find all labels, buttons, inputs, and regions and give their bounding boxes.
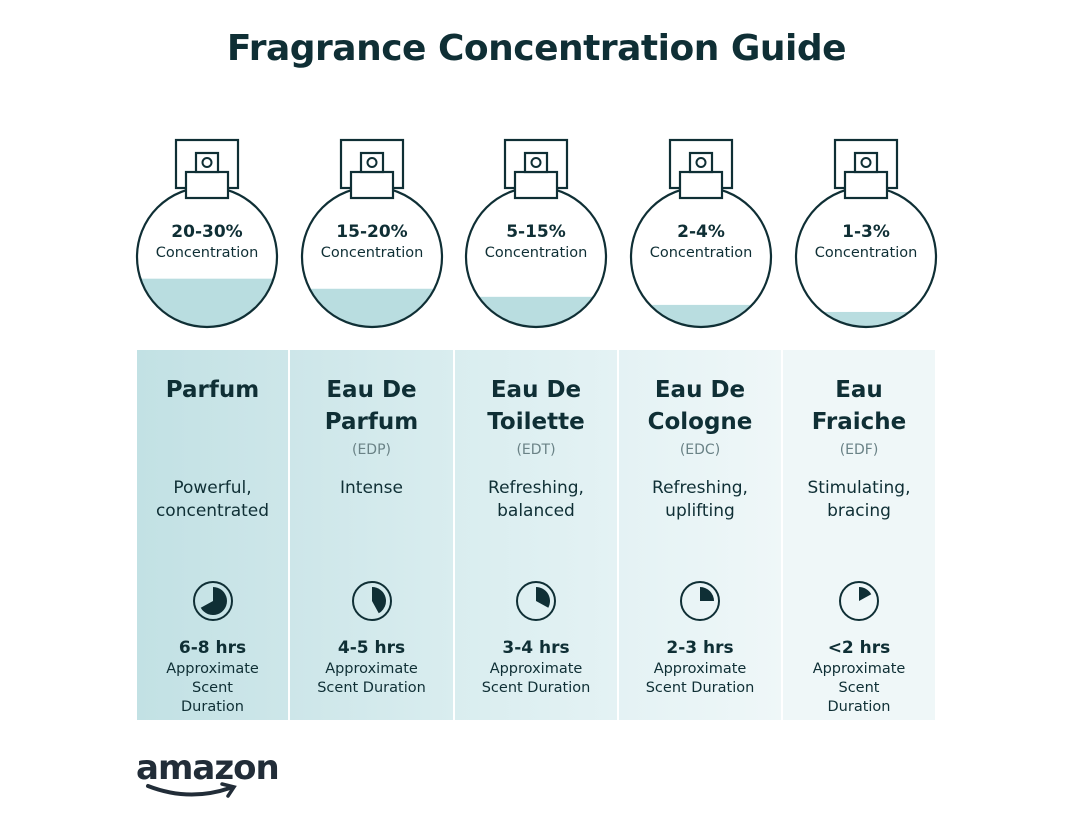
bottles-row — [135, 138, 938, 329]
clock-fill — [859, 587, 872, 601]
fragrance-column: Parfum Powerful, concentrated 6-8 hrs Ap… — [137, 350, 288, 720]
clock-icon — [351, 581, 392, 621]
fragrance-abbr: (EDP) — [352, 442, 391, 458]
fragrance-abbr: (EDC) — [679, 442, 721, 458]
fragrance-name: Eau De Cologne — [647, 377, 753, 435]
duration-value: 3-4 hrs — [502, 638, 570, 658]
concentration-value: 15-20% — [336, 222, 408, 242]
duration-label: Approximate Scent Duration — [317, 661, 426, 696]
fragrance-name: Eau De Parfum — [324, 377, 419, 435]
fragrance-description: Refreshing, uplifting — [652, 478, 748, 521]
concentration-label: Concentration — [484, 245, 588, 261]
fragrance-name: Parfum — [165, 377, 260, 403]
fragrance-description: Intense — [339, 478, 403, 498]
clock-icon — [839, 581, 879, 621]
concentration-label: Concentration — [320, 245, 424, 261]
perfume-bottle — [135, 138, 279, 329]
clock-fill — [200, 587, 227, 615]
fragrance-description: Refreshing, balanced — [488, 478, 584, 521]
duration-label: Approximate Scent Duration — [812, 661, 906, 715]
concentration-label: Concentration — [649, 245, 753, 261]
concentration-label: Concentration — [814, 245, 918, 261]
duration-label: Approximate Scent Duration — [166, 661, 259, 715]
duration-label: Approximate Scent Duration — [645, 661, 755, 696]
concentration-value: 20-30% — [171, 222, 243, 242]
duration-label: Approximate Scent Duration — [481, 661, 591, 696]
concentration-value: 5-15% — [506, 222, 566, 242]
fragrance-column: Eau De Parfum (EDP) Intense 4-5 hrs Appr… — [290, 350, 453, 720]
clock-icon — [680, 581, 720, 621]
clock-fill — [700, 587, 714, 601]
liquid-level — [138, 278, 276, 326]
fragrance-name: Eau De Toilette — [487, 377, 585, 435]
fragrance-column: Eau De Toilette (EDT) Refreshing, balanc… — [455, 350, 617, 720]
duration-value: 4-5 hrs — [337, 638, 406, 658]
duration-value: 2-3 hrs — [666, 638, 734, 658]
concentration-value: 2-4% — [677, 222, 725, 242]
clock-icon — [192, 581, 233, 621]
fragrance-description: Powerful, concentrated — [155, 478, 270, 521]
concentration-label: Concentration — [155, 245, 259, 261]
smile-arrow-icon — [146, 782, 237, 798]
clock-fill — [536, 587, 550, 608]
fragrance-abbr: (EDF) — [839, 442, 879, 458]
clock-fill — [371, 587, 386, 614]
fragrance-column: Eau Fraiche (EDF) Stimulating, bracing <… — [783, 350, 935, 720]
duration-value: <2 hrs — [827, 638, 891, 658]
fragrance-column: Eau De Cologne (EDC) Refreshing, uplifti… — [619, 350, 781, 720]
clock-icon — [516, 581, 556, 621]
concentration-value: 1-3% — [842, 222, 890, 242]
duration-value: 6-8 hrs — [178, 638, 247, 658]
logo-text: amazon — [136, 748, 280, 788]
liquid-level — [797, 311, 935, 326]
fragrance-abbr: (EDT) — [516, 442, 556, 458]
liquid-level — [467, 296, 605, 326]
fragrance-name: Eau Fraiche — [811, 377, 907, 435]
fragrance-description: Stimulating, bracing — [807, 478, 911, 521]
amazon-logo: amazon — [136, 748, 280, 798]
page-title: Fragrance Concentration Guide — [226, 28, 847, 69]
